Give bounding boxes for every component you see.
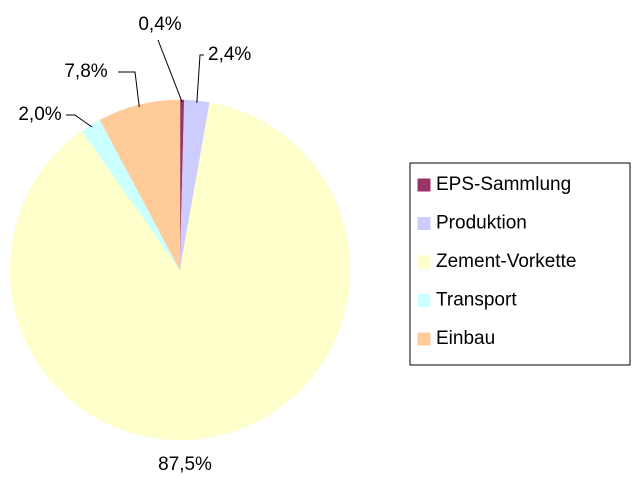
legend-swatch: [417, 217, 431, 230]
leader-line: [196, 54, 204, 103]
legend-label: Produktion: [436, 213, 527, 234]
data-label: 2,0%: [18, 104, 61, 125]
data-label: 2,4%: [208, 44, 251, 65]
legend-label: Transport: [436, 290, 517, 311]
leader-line: [66, 114, 93, 128]
data-label: 87,5%: [158, 454, 212, 473]
legend-label: Einbau: [436, 328, 495, 349]
pie-slice: [9, 102, 351, 441]
legend-swatch: [417, 294, 431, 307]
data-label: 0,4%: [138, 14, 181, 35]
leader-line: [118, 71, 140, 108]
legend-label: Zement-Vorkette: [436, 251, 576, 272]
legend-swatch: [417, 178, 431, 192]
legend-box: [409, 162, 631, 366]
leader-line: [157, 39, 183, 103]
legend-label: EPS-Sammlung: [436, 174, 571, 195]
legend-swatch: [417, 255, 431, 269]
legend-swatch: [417, 332, 431, 346]
data-label: 7,8%: [64, 61, 107, 82]
